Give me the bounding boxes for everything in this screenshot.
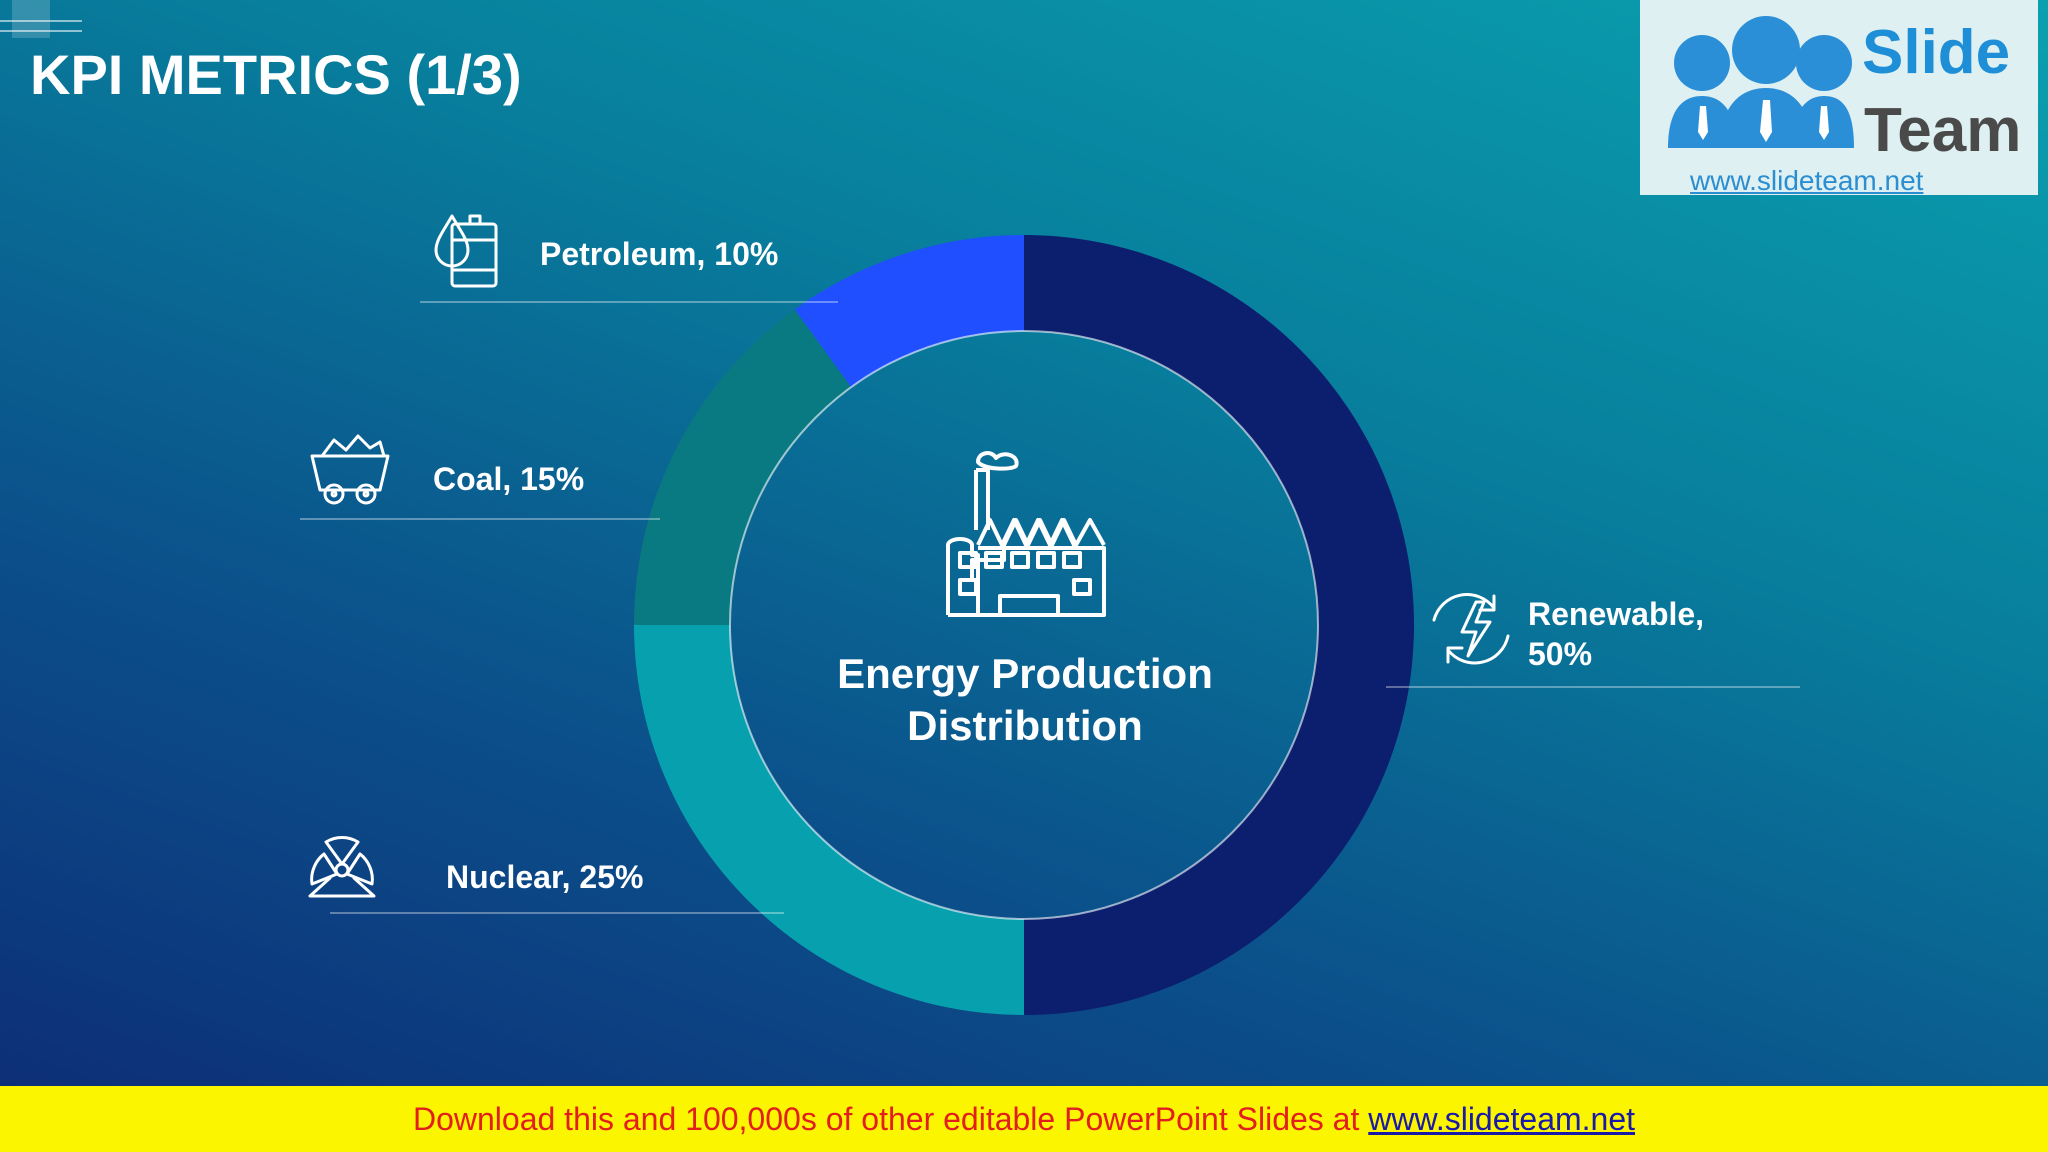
- slide-title: KPI METRICS (1/3): [30, 43, 522, 106]
- logo-url[interactable]: www.slideteam.net: [1690, 165, 1924, 196]
- nuclear-label-line: Nuclear, 25%: [446, 859, 644, 895]
- donut-segment-petroleum: [794, 235, 1024, 388]
- chart-center-title: Energy Production Distribution: [780, 648, 1270, 752]
- nuclear-label: Nuclear, 25%: [446, 857, 643, 897]
- download-banner: Download this and 100,000s of other edit…: [0, 1086, 2048, 1152]
- logo-word-slide: Slide: [1862, 18, 2011, 87]
- factory-icon: [946, 451, 1106, 617]
- people-logo-icon: [1668, 16, 1854, 148]
- oil-barrel-icon: [434, 214, 498, 288]
- slideteam-logo: Slide Team www.slideteam.net: [1640, 0, 2038, 196]
- coal-label: Coal, 15%: [433, 459, 584, 499]
- renewable-label: Renewable, 50%: [1528, 594, 1704, 674]
- slide-canvas: KPI METRICS (1/3): [0, 0, 2048, 1086]
- radiation-icon: [308, 836, 376, 898]
- banner-link[interactable]: www.slideteam.net: [1368, 1101, 1636, 1137]
- logo-word-team: Team: [1864, 96, 2022, 165]
- center-title-line-1: Energy Production: [837, 650, 1213, 697]
- renewable-energy-icon: [1432, 593, 1510, 665]
- coal-cart-icon: [310, 434, 390, 505]
- renewable-label-line-1: Renewable,: [1528, 596, 1705, 632]
- donut-inner-ring: [729, 330, 1319, 920]
- donut-segment-renewable: [1024, 235, 1414, 1015]
- renewable-label-line-2: 50%: [1528, 636, 1593, 672]
- petroleum-label: Petroleum, 10%: [540, 234, 778, 274]
- donut-segment-nuclear: [634, 625, 1024, 1015]
- donut-segment-coal: [634, 309, 852, 625]
- donut-chart: [308, 214, 1510, 1015]
- coal-label-line: Coal, 15%: [433, 461, 585, 497]
- corner-decoration-lines: [0, 20, 82, 32]
- center-title-line-2: Distribution: [907, 702, 1143, 749]
- petroleum-label-line: Petroleum, 10%: [540, 236, 779, 272]
- banner-text: Download this and 100,000s of other edit…: [412, 1101, 1369, 1137]
